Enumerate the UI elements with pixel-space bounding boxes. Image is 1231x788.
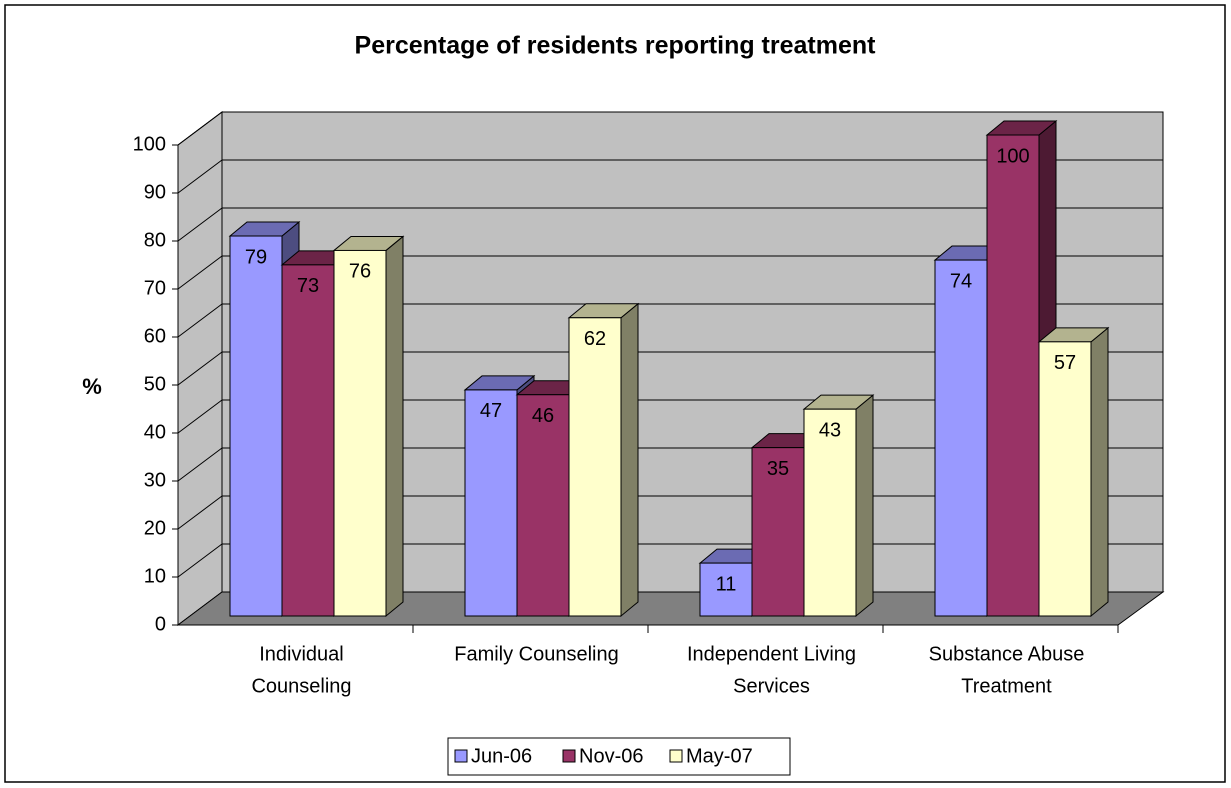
bar	[803, 408, 857, 617]
data-label: 74	[950, 270, 972, 292]
data-label: 76	[349, 261, 371, 283]
data-label: 11	[716, 573, 737, 595]
x-tick-label: Services	[733, 675, 810, 697]
legend-swatch	[562, 749, 576, 763]
bar	[516, 394, 570, 617]
bar-side	[855, 394, 874, 618]
grid-line-side	[177, 303, 223, 338]
data-label: 100	[996, 145, 1029, 167]
y-tick-label: 40	[144, 421, 166, 443]
x-tick-label: Counseling	[251, 675, 351, 697]
legend-label: May-07	[686, 745, 753, 767]
grid-line-side	[177, 111, 223, 146]
x-tick-label: Independent Living	[687, 643, 856, 665]
data-label: 62	[584, 328, 606, 350]
bar-side	[620, 302, 639, 618]
data-label: 47	[480, 400, 502, 422]
data-label: 43	[819, 419, 841, 441]
bar	[699, 562, 753, 617]
data-label: 46	[532, 405, 554, 427]
bar	[986, 134, 1040, 617]
bar-side	[1090, 326, 1109, 618]
x-tick-label: Family Counseling	[454, 643, 619, 665]
bar	[333, 249, 387, 617]
bar	[934, 259, 988, 617]
bar	[568, 317, 622, 617]
chart-title: Percentage of residents reporting treatm…	[355, 32, 877, 60]
legend-swatch	[454, 749, 468, 763]
grid-line-side	[177, 543, 223, 578]
y-tick-label: 90	[144, 181, 166, 203]
y-axis-label: %	[82, 374, 102, 399]
grid-line-side	[177, 495, 223, 530]
data-label: 79	[245, 246, 267, 268]
legend-label: Jun-06	[471, 745, 532, 767]
y-tick-label: 70	[144, 277, 166, 299]
x-tick-label: Treatment	[961, 675, 1052, 697]
legend-label: Nov-06	[579, 745, 643, 767]
data-label: 73	[297, 275, 319, 297]
grid-line-side	[177, 351, 223, 386]
grid-line-side	[177, 399, 223, 434]
bar	[464, 389, 518, 617]
y-tick-label: 20	[144, 517, 166, 539]
x-tick-label: Substance Abuse	[929, 643, 1085, 665]
bar	[281, 264, 335, 617]
bar	[229, 235, 283, 617]
legend-swatch	[669, 749, 683, 763]
y-tick-label: 10	[144, 565, 166, 587]
y-tick-label: 0	[155, 613, 166, 635]
y-tick-label: 50	[144, 373, 166, 395]
grid-line-side	[177, 255, 223, 290]
bar	[1038, 341, 1092, 617]
bar-side	[385, 235, 404, 618]
grid-line-side	[177, 207, 223, 242]
bars: 79 73 76 47 46 62 11 35 43 74 100 57	[228, 119, 1110, 618]
grid-line-side	[177, 447, 223, 482]
y-tick-label: 60	[144, 325, 166, 347]
grid-line-side	[177, 159, 223, 194]
legend-items: Jun-06 Nov-06 May-07	[454, 745, 753, 767]
y-tick-label: 80	[144, 229, 166, 251]
legend	[447, 737, 791, 776]
x-tick-label: Individual	[259, 643, 344, 665]
data-label: 57	[1054, 352, 1076, 374]
y-tick-label: 30	[144, 469, 166, 491]
data-label: 35	[767, 458, 789, 480]
y-tick-label: 100	[133, 133, 166, 155]
